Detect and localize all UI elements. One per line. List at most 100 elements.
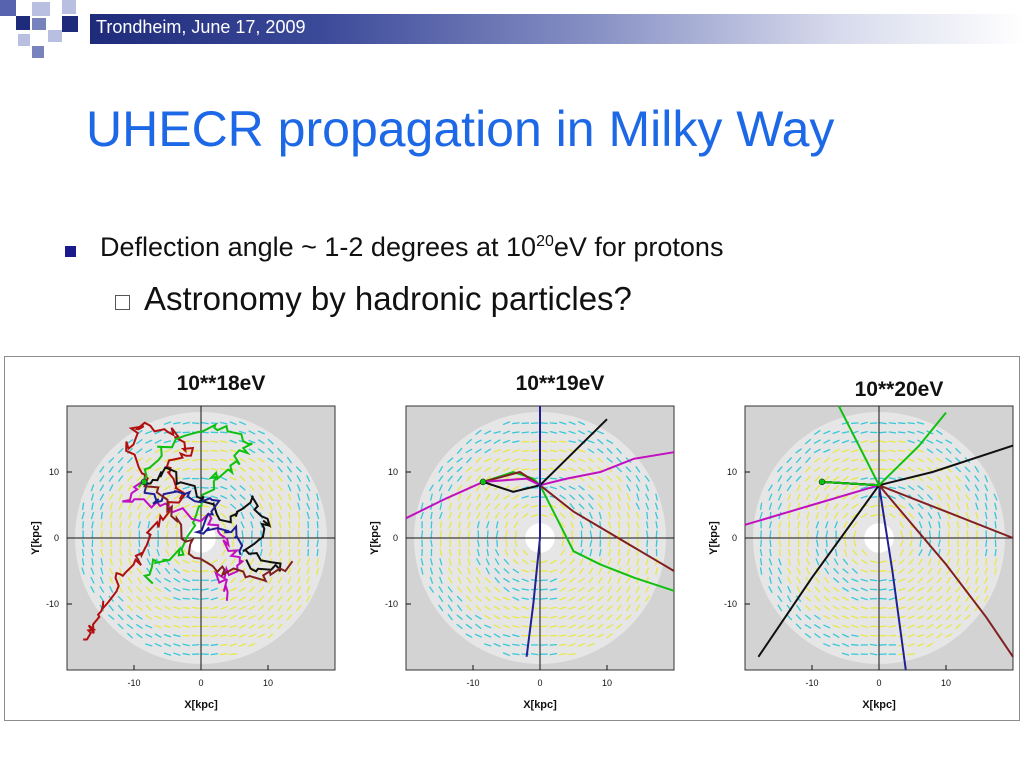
deco-square-5 — [48, 30, 62, 42]
field-arrow — [946, 576, 952, 584]
field-arrow — [257, 430, 265, 435]
field-arrow — [626, 484, 631, 492]
field-arrow — [549, 486, 558, 490]
field-arrow — [229, 596, 237, 601]
field-arrow — [926, 596, 934, 602]
field-arrow — [577, 420, 586, 426]
field-arrow — [484, 643, 492, 647]
field-arrow — [220, 440, 228, 444]
field-arrow — [888, 625, 897, 628]
field-arrow — [164, 586, 171, 593]
field-arrow — [549, 644, 558, 646]
field-arrow — [118, 511, 123, 520]
field-arrow — [994, 567, 997, 575]
field-arrow — [879, 458, 887, 462]
y-tick-label: -10 — [724, 599, 737, 609]
field-arrow — [842, 586, 849, 592]
field-arrow — [502, 624, 511, 629]
field-arrow — [823, 614, 831, 620]
field-arrow — [267, 447, 274, 454]
field-arrow — [606, 632, 613, 639]
field-arrow — [559, 421, 567, 425]
field-arrow — [964, 604, 970, 612]
field-arrow — [598, 567, 603, 575]
field-arrow — [907, 586, 915, 593]
field-arrow — [296, 558, 301, 566]
field-arrow — [108, 457, 115, 464]
field-arrow — [438, 567, 443, 575]
panel-title: 10**20eV — [855, 378, 944, 401]
field-arrow — [926, 605, 934, 611]
field-arrow — [560, 521, 566, 529]
field-arrow — [126, 623, 134, 630]
field-arrow — [898, 431, 906, 434]
bullet-deflection-exponent: 20 — [536, 233, 554, 250]
field-arrow — [107, 614, 115, 621]
field-arrow — [615, 623, 623, 630]
field-arrow — [759, 548, 763, 557]
field-arrow — [869, 440, 878, 443]
field-arrow — [484, 595, 491, 602]
field-arrow — [163, 615, 172, 620]
field-arrow — [635, 595, 641, 603]
field-arrow — [502, 605, 511, 611]
field-arrow — [596, 448, 604, 454]
field-arrow — [493, 624, 501, 629]
field-arrow — [568, 577, 576, 584]
field-arrow — [645, 530, 649, 538]
panel-title: 10**18eV — [177, 372, 266, 395]
field-arrow — [777, 576, 782, 584]
field-arrow — [484, 448, 492, 454]
field-arrow — [635, 604, 641, 612]
field-arrow — [596, 475, 604, 482]
field-arrow — [502, 449, 511, 453]
field-arrow — [428, 586, 435, 593]
field-arrow — [617, 502, 621, 510]
field-arrow — [926, 494, 933, 501]
field-arrow — [164, 567, 171, 575]
panel-title: 10**19eV — [516, 372, 605, 395]
x-axis-label: X[kpc] — [862, 699, 896, 711]
field-arrow — [824, 502, 829, 510]
field-arrow — [182, 504, 190, 509]
field-arrow — [907, 485, 915, 491]
field-arrow — [796, 493, 801, 501]
field-arrow — [898, 578, 906, 583]
field-arrow — [191, 597, 200, 600]
field-arrow — [239, 587, 247, 592]
field-arrow — [156, 548, 160, 557]
field-arrow — [814, 595, 821, 602]
field-arrow — [467, 511, 471, 520]
field-arrow — [100, 521, 104, 529]
field-arrow — [173, 634, 181, 638]
field-arrow — [635, 484, 640, 492]
field-arrow — [578, 466, 586, 472]
field-arrow — [100, 567, 104, 575]
field-arrow — [955, 586, 961, 593]
field-arrow — [456, 614, 463, 621]
field-arrow — [154, 448, 162, 454]
field-arrow — [201, 505, 209, 508]
field-arrow — [964, 484, 971, 492]
field-arrow — [559, 643, 567, 647]
field-arrow — [646, 539, 649, 547]
field-arrow — [512, 467, 520, 472]
field-arrow — [465, 614, 473, 621]
field-arrow — [935, 623, 943, 630]
field-arrow — [145, 430, 153, 435]
field-arrow — [127, 475, 133, 482]
field-arrow — [851, 643, 859, 646]
field-arrow — [154, 467, 162, 472]
field-arrow — [966, 530, 969, 538]
field-arrow — [841, 439, 850, 444]
field-arrow — [239, 484, 246, 491]
field-arrow — [248, 439, 256, 444]
field-arrow — [99, 466, 105, 473]
field-arrow — [655, 530, 658, 538]
field-arrow — [420, 502, 424, 511]
field-arrow — [559, 494, 567, 500]
field-arrow — [220, 494, 228, 500]
field-arrow — [287, 576, 292, 584]
field-arrow — [182, 588, 190, 591]
field-arrow — [475, 567, 481, 575]
